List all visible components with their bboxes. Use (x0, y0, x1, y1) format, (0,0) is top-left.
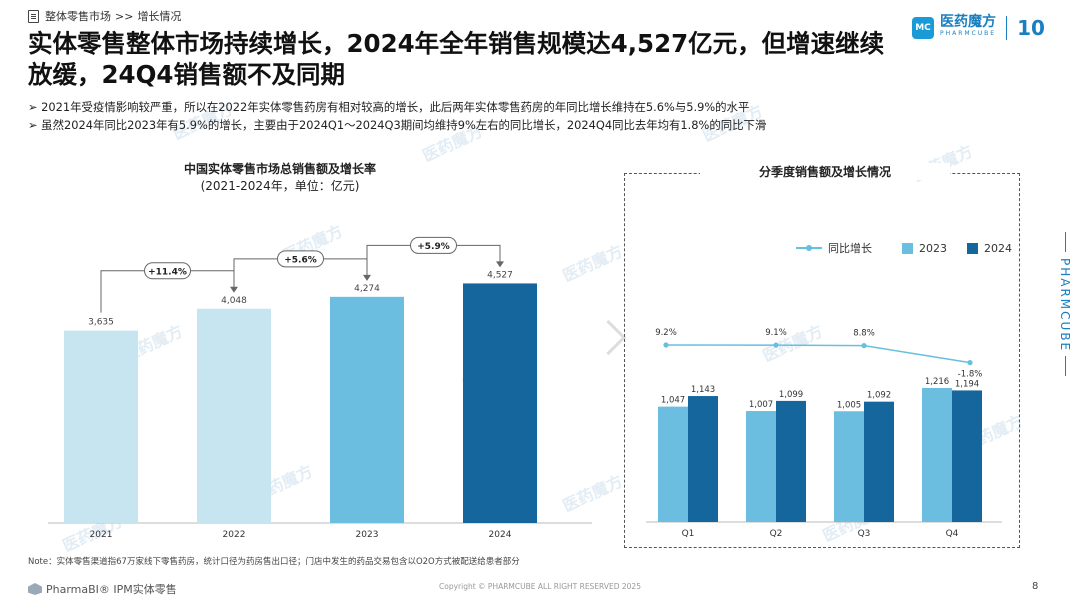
anniversary-badge: 10 (1017, 16, 1045, 40)
bar-2023-Q1 (658, 406, 688, 522)
bar-2022 (197, 308, 271, 523)
bar-2024-Q3 (864, 401, 894, 522)
legend-line-marker (796, 245, 822, 251)
growth-label: -1.8% (958, 370, 983, 380)
value-label: 1,216 (925, 377, 949, 387)
breadcrumb-section[interactable]: 整体零售市场 (45, 10, 111, 23)
value-label: 1,092 (867, 391, 891, 401)
x-tick-label: Q4 (946, 529, 959, 539)
bar-2023 (330, 296, 404, 523)
pharmcube-logo: MC 医药魔方 PHARMCUBE 10 (912, 14, 1045, 40)
logo-cube-icon: MC (912, 17, 934, 39)
bar-2024-Q1 (688, 396, 718, 522)
legend-2024-swatch (967, 242, 978, 254)
legend-2024-label: 2024 (984, 241, 1012, 255)
value-label: 3,635 (88, 318, 114, 328)
breadcrumb-page: 增长情况 (137, 10, 182, 23)
left-chart-subtitle: (2021-2024年，单位：亿元) (200, 179, 360, 193)
legend-line-label: 同比增长 (828, 242, 872, 255)
bar-2023-Q4 (922, 388, 952, 522)
value-label: 1,143 (691, 385, 715, 395)
side-divider (1065, 232, 1066, 252)
bullet-text: 2021年受疫情影响较严重，所以在2022年实体零售药房有相对较高的增长，此后两… (41, 100, 750, 114)
x-tick-label: 2021 (90, 530, 113, 540)
bullet-item: ➢ 2021年受疫情影响较严重，所以在2022年实体零售药房有相对较高的增长，此… (28, 98, 766, 116)
logo-divider (1006, 16, 1008, 40)
growth-point (663, 342, 669, 348)
page-title: 实体零售整体市场持续增长，2024年全年销售规模达4,527亿元，但增速继续放缓… (28, 29, 885, 89)
x-tick-label: Q2 (770, 529, 783, 539)
pharmabi-logo-icon (28, 583, 42, 595)
bar-2023-Q3 (834, 411, 864, 522)
value-label: 1,194 (955, 379, 979, 389)
growth-pill (144, 262, 191, 280)
quarterly-sales-chart: 1,047 1,143 Q1 1,007 1,099 Q2 1,005 1,092 Q3 1,21… (646, 328, 1002, 539)
connector-arrowhead (496, 261, 504, 268)
x-tick-label: 2024 (489, 530, 512, 540)
side-brand-label: PHARMCUBE (1058, 258, 1072, 353)
value-label: 4,048 (221, 296, 247, 306)
left-chart-title: 中国实体零售市场总销售额及增长率 (183, 162, 376, 176)
x-tick-label: 2023 (356, 530, 379, 540)
value-label: 1,007 (749, 400, 773, 410)
growth-label: 9.1% (765, 328, 787, 338)
growth-line (665, 344, 971, 364)
bar-2023-Q2 (746, 411, 776, 522)
growth-label: +5.6% (284, 255, 317, 265)
bar-2024-Q2 (776, 400, 806, 522)
bullet-item: ➢ 虽然2024年同比2023年有5.9%的增长，主要由于2024Q1～2024… (28, 116, 766, 134)
growth-point (861, 343, 867, 349)
growth-pill (277, 250, 324, 268)
breadcrumb-separator: >> (115, 9, 134, 23)
value-label: 4,527 (487, 270, 513, 280)
page-number: 8 (1032, 581, 1039, 592)
x-tick-label: Q1 (682, 529, 695, 539)
logo-en: PHARMCUBE (940, 30, 997, 37)
value-label: 1,047 (661, 396, 685, 406)
breadcrumb: 整体零售市场 >> 增长情况 (28, 8, 181, 24)
growth-pill (410, 236, 457, 254)
bar-2024 (463, 283, 537, 523)
growth-point (773, 342, 779, 348)
footnote: Note：实体零售渠道指67万家线下零售药房，统计口径为药房售出口径；门店中发生… (28, 557, 520, 567)
footer-brand-text: PharmaBI® IPM实体零售 (46, 583, 177, 596)
x-tick-label: 2022 (223, 530, 246, 540)
key-points: ➢ 2021年受疫情影响较严重，所以在2022年实体零售药房有相对较高的增长，此… (28, 98, 766, 134)
legend-2023-label: 2023 (919, 241, 947, 255)
bar-2024-Q4 (952, 390, 982, 522)
arrow-bullet-icon: ➢ (28, 118, 42, 132)
annual-sales-chart: 3,635 2021 4,048 2022 4,274 2023 4,527 2024 +11.… (48, 236, 592, 540)
bar-2021 (64, 330, 138, 523)
footer-brand: PharmaBI® IPM实体零售 (28, 581, 177, 597)
document-icon (28, 9, 39, 23)
value-label: 1,099 (779, 390, 803, 400)
side-divider (1065, 356, 1066, 376)
arrow-bullet-icon: ➢ (28, 100, 42, 114)
growth-label: 9.2% (655, 328, 677, 338)
growth-label: +5.9% (417, 242, 450, 252)
copyright: Copyright © PHARMCUBE ALL RIGHT RESERVED… (439, 582, 641, 591)
bullet-text: 虽然2024年同比2023年有5.9%的增长，主要由于2024Q1～2024Q3… (41, 118, 767, 132)
x-tick-label: Q3 (858, 529, 871, 539)
growth-label: 8.8% (853, 329, 875, 339)
growth-label: +11.4% (148, 267, 187, 277)
chart-legend: 同比增长 2023 2024 (796, 240, 1012, 256)
right-chart-title: 分季度销售额及增长情况 (700, 163, 950, 180)
growth-point (967, 360, 973, 366)
legend-2023-swatch (902, 242, 913, 254)
value-label: 1,005 (837, 400, 861, 410)
value-label: 4,274 (354, 284, 380, 294)
logo-cn: 医药魔方 (940, 14, 996, 30)
